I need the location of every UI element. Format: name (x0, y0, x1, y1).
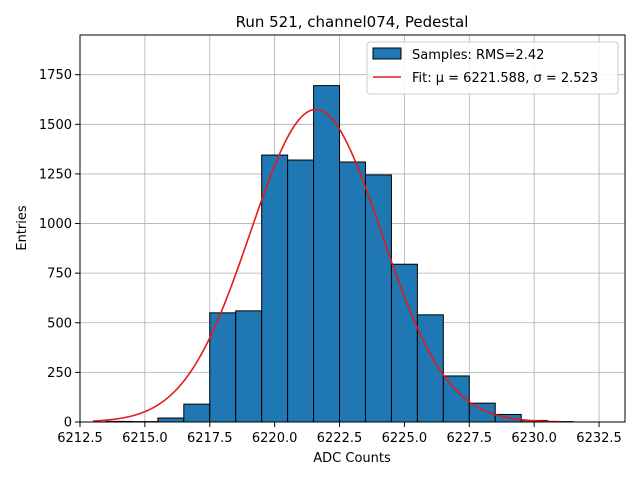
histogram-bars (105, 85, 574, 423)
x-tick-label-8: 6232.5 (576, 431, 622, 446)
y-tick-label-1: 250 (47, 366, 72, 381)
y-tick-label-3: 750 (47, 267, 72, 282)
legend-label-fit: Fit: μ = 6221.588, σ = 2.523 (412, 71, 598, 86)
x-tick-label-2: 6217.5 (187, 431, 233, 446)
legend-box (366, 41, 619, 95)
x-tick-label-7: 6230.0 (511, 431, 557, 446)
x-tick-label-0: 6212.5 (57, 431, 103, 446)
x-tick-label-5: 6225.0 (382, 431, 428, 446)
y-axis-ticks: 0 250 500 750 1000 1250 1500 1750 (39, 68, 80, 431)
x-tick-label-6: 6227.5 (447, 431, 493, 446)
legend-swatch-samples (372, 47, 402, 60)
histogram-bar-9 (339, 161, 366, 423)
y-tick-label-6: 1500 (39, 118, 72, 133)
fit-curve (92, 108, 561, 423)
chart-title: Run 521, channel074, Pedestal (236, 13, 469, 31)
y-tick-label-4: 1000 (39, 217, 72, 232)
plot-frame (79, 34, 626, 423)
histogram-bar-3 (183, 403, 211, 423)
x-axis-label: ADC Counts (313, 451, 391, 466)
histogram-bar-8 (313, 85, 341, 423)
histogram-bar-11 (390, 263, 418, 423)
legend: Samples: RMS=2.42 Fit: μ = 6221.588, σ =… (366, 41, 619, 95)
histogram-bar-10 (364, 174, 392, 423)
x-tick-label-3: 6220.0 (252, 431, 298, 446)
y-tick-label-2: 500 (47, 316, 72, 331)
x-tick-label-4: 6222.5 (317, 431, 363, 446)
histogram-bar-7 (287, 159, 315, 423)
x-axis-ticks: 6212.5 6215.0 6217.5 6220.0 6222.5 6225.0 6227… (57, 422, 622, 446)
y-axis-label: Entries (15, 205, 30, 251)
histogram-bar-6 (261, 154, 289, 423)
histogram-bar-2 (157, 417, 185, 423)
y-tick-label-7: 1750 (39, 68, 72, 83)
y-tick-label-5: 1250 (39, 167, 72, 182)
x-tick-label-1: 6215.0 (122, 431, 168, 446)
legend-label-samples: Samples: RMS=2.42 (412, 48, 544, 63)
histogram-bar-5 (235, 310, 263, 423)
y-tick-label-0: 0 (64, 416, 72, 431)
